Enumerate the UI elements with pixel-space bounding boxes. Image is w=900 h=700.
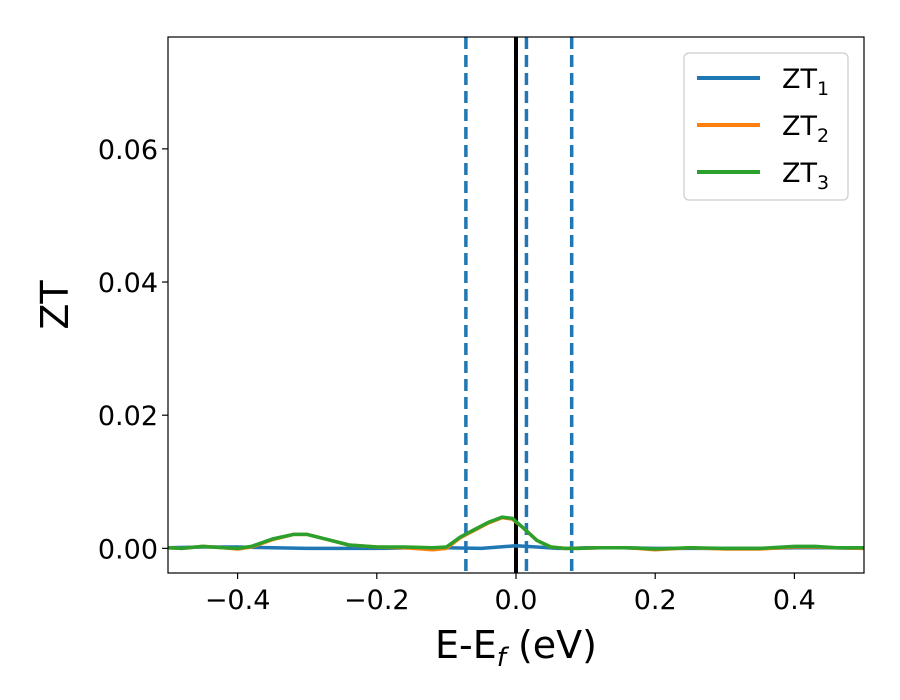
legend-label-3: ZT3 xyxy=(782,158,829,194)
legend-box xyxy=(683,52,849,201)
x-tick-label-0: −0.4 xyxy=(205,585,271,616)
legend-label-1: ZT1 xyxy=(782,64,829,100)
x-tick-label-3: 0.2 xyxy=(634,585,677,616)
plot-lines xyxy=(168,37,864,573)
y-tick-label-2: 0.04 xyxy=(98,268,158,299)
x-tick-label-4: 0.4 xyxy=(773,585,816,616)
legend-label-2: ZT2 xyxy=(782,111,829,147)
axis-labels: E-Ef (eV) ZT xyxy=(33,280,597,673)
y-tick-label-3: 0.06 xyxy=(98,135,158,166)
ticks: −0.4 −0.2 0.0 0.2 0.4 0.00 0.02 0.04 0.06 xyxy=(98,135,816,616)
series-line-3 xyxy=(168,515,864,551)
x-tick-label-1: −0.2 xyxy=(344,585,410,616)
x-axis-label: E-Ef (eV) xyxy=(435,623,597,673)
y-tick-label-0: 0.00 xyxy=(98,534,158,565)
x-tick-label-2: 0.0 xyxy=(495,585,538,616)
y-tick-label-1: 0.02 xyxy=(98,401,158,432)
y-axis-label: ZT xyxy=(33,280,77,330)
legend: ZT1 ZT2 ZT3 xyxy=(683,52,849,201)
